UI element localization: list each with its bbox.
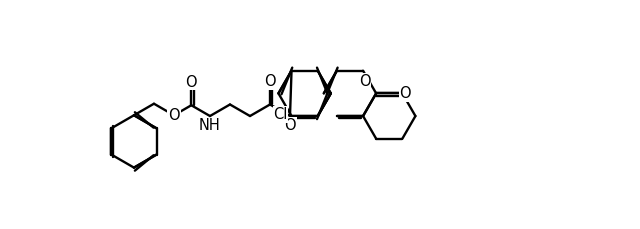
Text: O: O xyxy=(359,74,371,89)
Text: O: O xyxy=(186,75,197,90)
Text: NH: NH xyxy=(199,118,221,133)
Text: O: O xyxy=(264,74,276,89)
Text: O: O xyxy=(399,86,412,101)
Text: Cl: Cl xyxy=(273,107,288,122)
Text: O: O xyxy=(168,108,180,123)
Text: O: O xyxy=(284,117,296,133)
